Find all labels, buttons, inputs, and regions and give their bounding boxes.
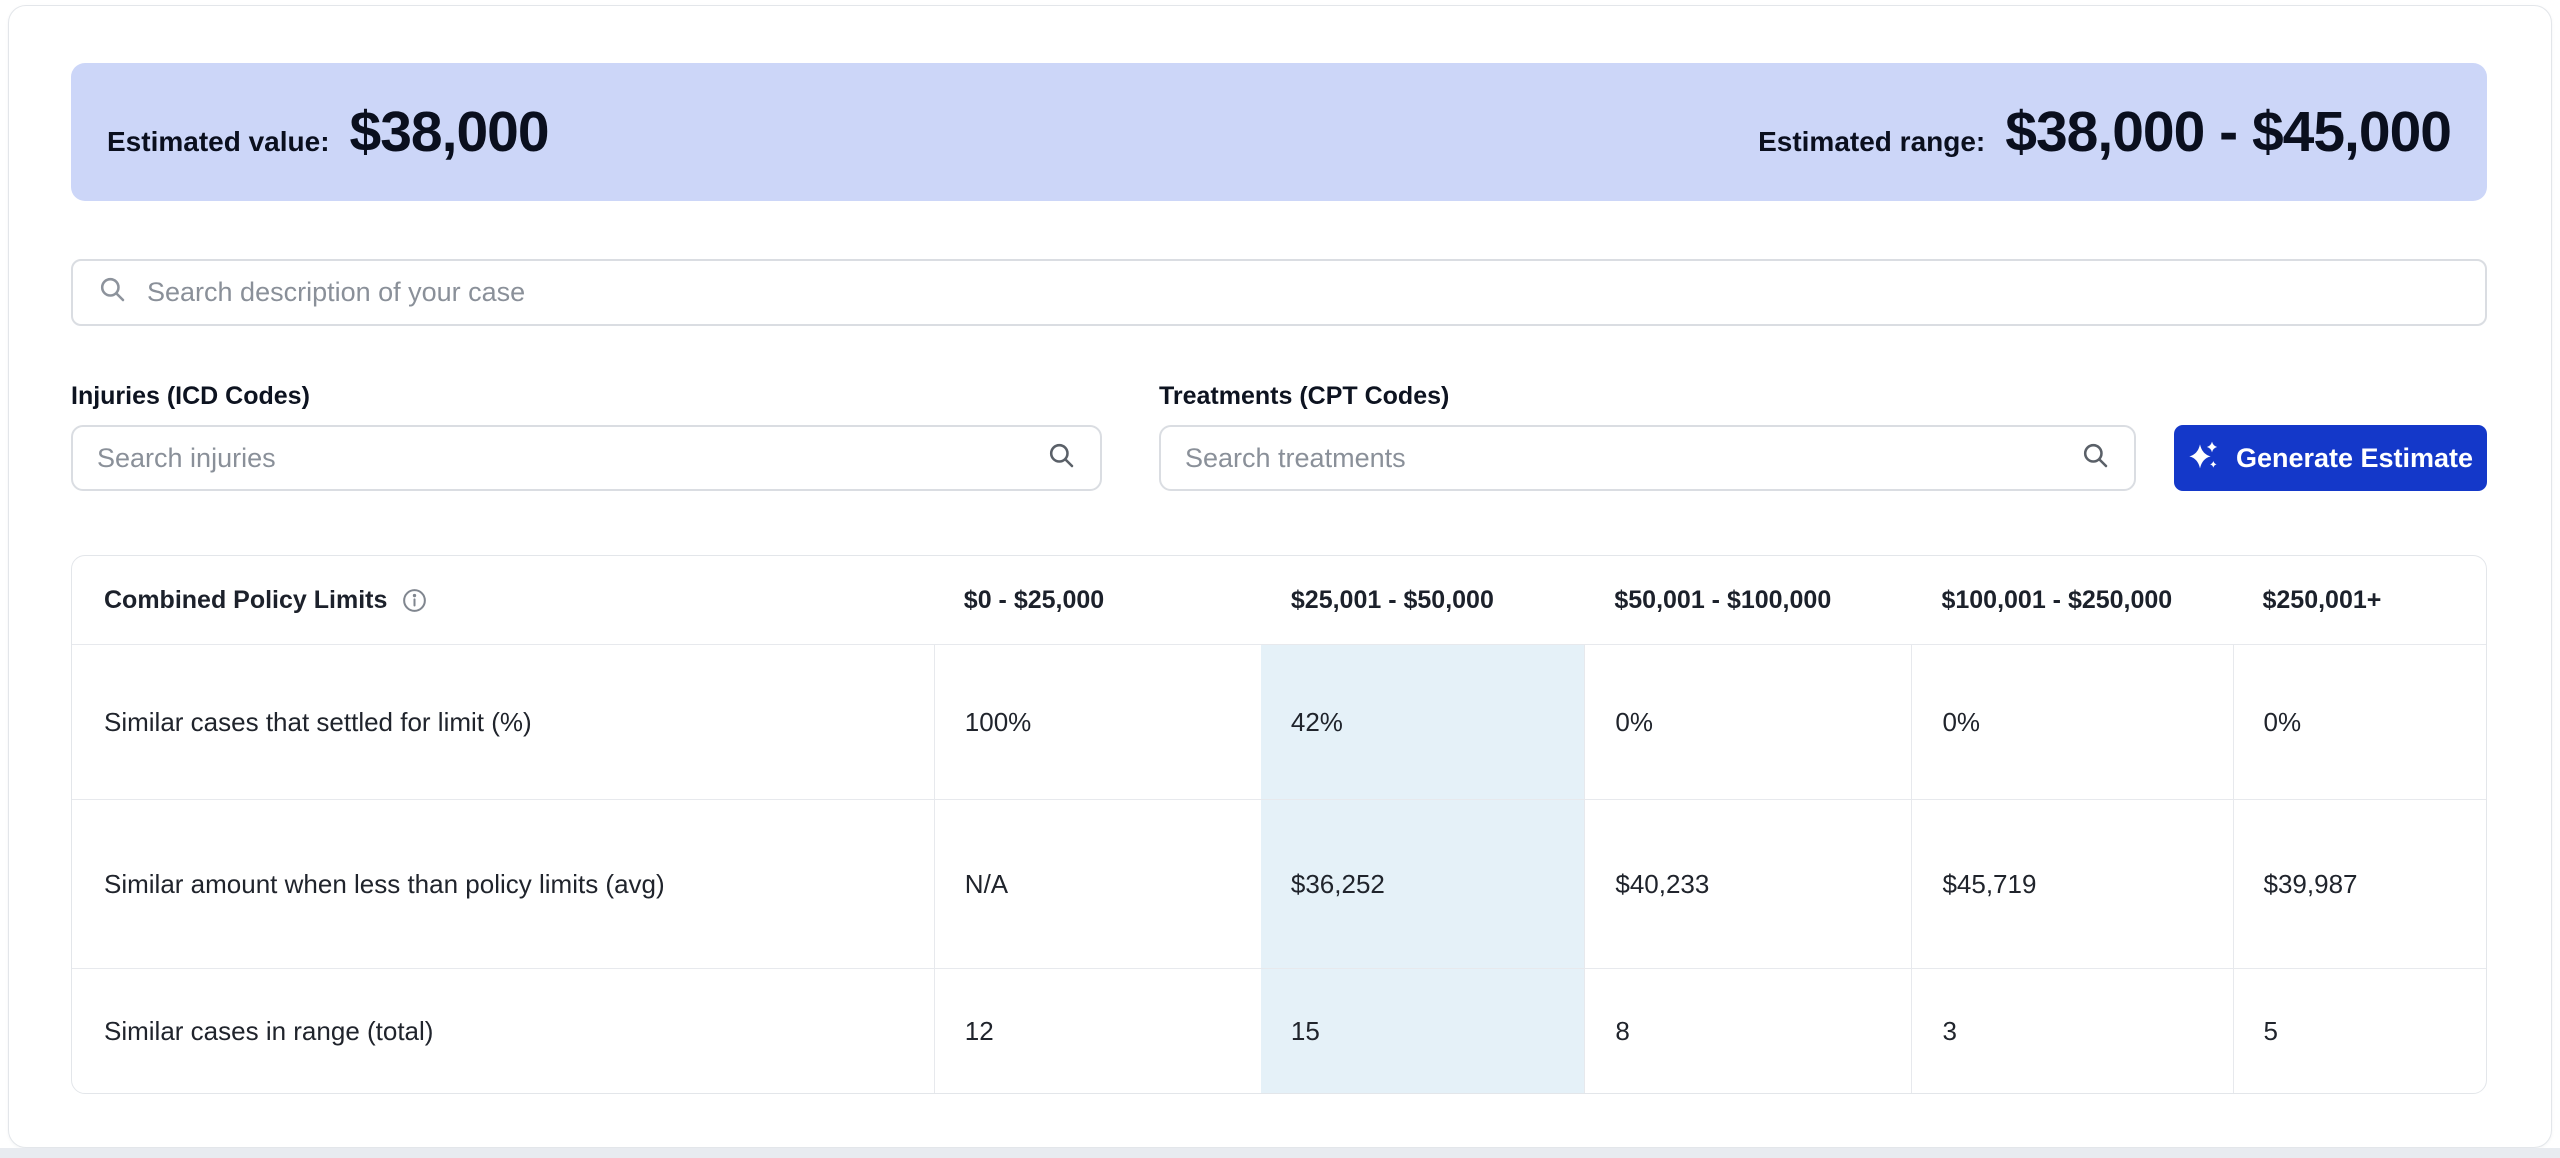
table-header-row: Combined Policy Limits $0 - $25,000 $25,…	[72, 556, 2486, 644]
generate-estimate-button[interactable]: Generate Estimate	[2174, 425, 2487, 491]
case-search-input[interactable]	[147, 277, 2461, 308]
table-cell: $40,233	[1584, 800, 1911, 968]
estimator-panel: Estimated value: $38,000 Estimated range…	[8, 5, 2552, 1148]
search-icon	[2080, 440, 2112, 477]
info-icon[interactable]	[401, 587, 428, 614]
estimate-banner: Estimated value: $38,000 Estimated range…	[71, 63, 2487, 201]
table-row: Similar cases that settled for limit (%)…	[72, 644, 2486, 799]
table-cell: 12	[933, 969, 1261, 1093]
injuries-group: Injuries (ICD Codes)	[71, 382, 1102, 491]
table-cell: 5	[2232, 969, 2487, 1093]
table-cell: 3	[1911, 969, 2232, 1093]
search-icon	[1046, 440, 1078, 477]
table-body: Similar cases that settled for limit (%)…	[72, 644, 2486, 1093]
table-corner-cell: Combined Policy Limits	[72, 556, 934, 644]
table-cell: 0%	[1911, 645, 2232, 799]
table-row: Similar amount when less than policy lim…	[72, 799, 2486, 968]
table-row: Similar cases in range (total) 12 15 8 3…	[72, 968, 2486, 1093]
row-label: Similar cases that settled for limit (%)	[104, 706, 532, 737]
injuries-search-box	[71, 425, 1102, 491]
column-header: $0 - $25,000	[963, 585, 1105, 614]
treatments-group: Treatments (CPT Codes)	[1159, 382, 2136, 491]
treatments-label: Treatments (CPT Codes)	[1159, 382, 1450, 410]
row-label: Similar amount when less than policy lim…	[104, 868, 665, 899]
treatments-search-input[interactable]	[1185, 442, 2066, 474]
filters-row: Injuries (ICD Codes) Treatments (CPT Cod…	[71, 382, 2487, 491]
policy-limits-table: Combined Policy Limits $0 - $25,000 $25,…	[71, 555, 2487, 1094]
column-header: $100,001 - $250,000	[1941, 585, 2173, 614]
table-cell: $45,719	[1911, 800, 2232, 968]
estimated-range-group: Estimated range: $38,000 - $45,000	[1758, 99, 2452, 165]
table-cell-highlighted: $36,252	[1260, 800, 1585, 968]
estimated-value: $38,000	[349, 100, 550, 164]
column-header: $25,001 - $50,000	[1290, 585, 1494, 614]
treatments-search-box	[1159, 425, 2136, 491]
table-cell: 8	[1584, 969, 1911, 1093]
sparkles-icon	[2188, 439, 2220, 478]
injuries-label: Injuries (ICD Codes)	[71, 382, 310, 410]
table-cell: 0%	[2232, 645, 2487, 799]
estimated-value-group: Estimated value: $38,000	[107, 99, 550, 165]
column-header: $250,001+	[2262, 585, 2382, 614]
injuries-search-input[interactable]	[97, 442, 1032, 474]
table-corner-label: Combined Policy Limits	[104, 585, 388, 614]
estimated-range: $38,000 - $45,000	[2005, 100, 2452, 164]
row-label: Similar cases in range (total)	[104, 1015, 434, 1046]
column-header: $50,001 - $100,000	[1614, 585, 1832, 614]
table-cell: 100%	[933, 645, 1261, 799]
page-bottom-strip	[0, 1148, 2560, 1158]
table-cell: N/A	[933, 800, 1261, 968]
table-cell-highlighted: 15	[1260, 969, 1585, 1093]
estimated-range-label: Estimated range:	[1758, 126, 1986, 157]
estimated-value-label: Estimated value:	[107, 126, 330, 157]
table-cell-highlighted: 42%	[1260, 645, 1585, 799]
case-search-bar	[71, 259, 2487, 326]
table-cell: 0%	[1584, 645, 1911, 799]
search-icon	[97, 274, 129, 311]
table-cell: $39,987	[2232, 800, 2487, 968]
generate-estimate-label: Generate Estimate	[2235, 442, 2474, 473]
